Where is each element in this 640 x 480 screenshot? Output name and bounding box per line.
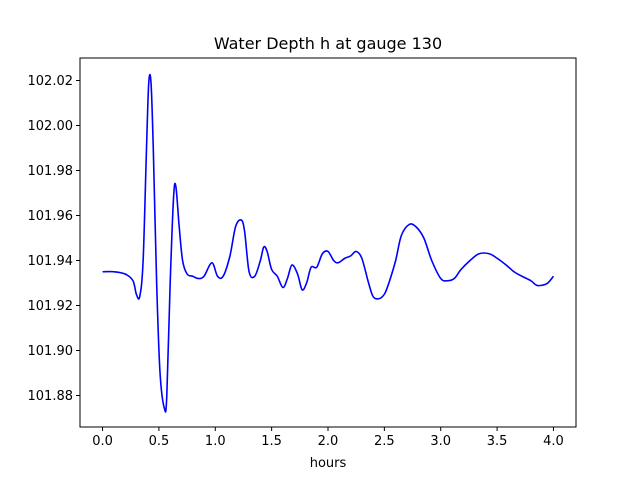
x-tick-label: 2.5 xyxy=(374,434,395,449)
plot-area xyxy=(79,57,577,428)
series-layer xyxy=(102,73,555,413)
y-tick-label: 102.00 xyxy=(28,119,74,134)
plot-frame xyxy=(79,57,577,428)
y-tick-label: 102.02 xyxy=(28,74,74,89)
y-tick-label: 101.98 xyxy=(28,164,74,179)
y-tick-label: 101.90 xyxy=(28,344,74,359)
y-axis: 101.88 101.90 101.92 101.94 101.96 101.98 102.… xyxy=(28,74,80,404)
x-tick-label: 4.0 xyxy=(543,434,564,449)
x-axis: 0.0 0.5 1.0 1.5 2.0 2.5 3.0 3.5 4.0 xyxy=(92,427,564,449)
chart-title: Water Depth h at gauge 130 xyxy=(214,34,442,53)
x-tick-label: 1.0 xyxy=(205,434,226,449)
x-tick-label: 3.0 xyxy=(430,434,451,449)
y-tick-label: 101.88 xyxy=(28,389,74,404)
x-axis-label: hours xyxy=(310,456,347,471)
y-tick-label: 101.94 xyxy=(28,254,74,269)
y-tick-label: 101.96 xyxy=(28,209,74,224)
x-tick-label: 2.0 xyxy=(318,434,339,449)
x-tick-label: 0.0 xyxy=(92,434,113,449)
x-tick-label: 3.5 xyxy=(487,434,508,449)
x-tick-label: 0.5 xyxy=(149,434,170,449)
y-tick-label: 101.92 xyxy=(28,299,74,314)
series-line xyxy=(102,73,555,413)
x-tick-label: 1.5 xyxy=(261,434,282,449)
